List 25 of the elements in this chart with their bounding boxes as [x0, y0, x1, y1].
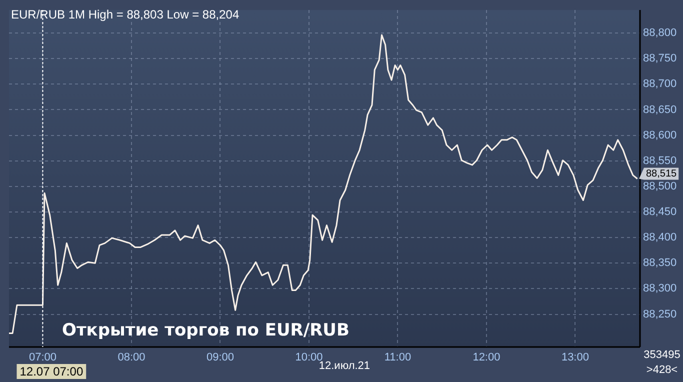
y-tick-label: 88,750 — [643, 52, 677, 65]
y-tick-label: 88,400 — [643, 232, 677, 244]
x-tick-label: 11:00 — [384, 352, 412, 364]
y-tick-label: 88,550 — [643, 154, 677, 167]
text: >428< — [646, 364, 678, 376]
y-tick-label: 88,300 — [643, 282, 677, 295]
annotation: Открытие торгов по EUR/RUB — [62, 320, 350, 340]
ref-line-label: 12.07 07:00 — [20, 364, 84, 378]
x-tick-label: 07:00 — [28, 352, 56, 364]
chart-title: EUR/RUB 1M High = 88,803 Low = 88,204 — [11, 7, 240, 22]
y-tick-label: 88,350 — [643, 257, 677, 270]
y-tick-label: 88,250 — [643, 308, 677, 320]
y-tick-label: 88,700 — [643, 78, 677, 90]
text: 353495 — [644, 349, 680, 362]
y-tick-label: 88,650 — [643, 104, 677, 116]
annotation: 88,515 — [646, 168, 678, 180]
text: 12.июл.21 — [318, 360, 370, 372]
y-tick-label: 88,600 — [643, 129, 677, 142]
y-tick-label: 88,450 — [643, 206, 677, 218]
y-tick-label: 88,500 — [643, 180, 677, 192]
x-tick-label: 09:00 — [206, 352, 234, 364]
x-tick-label: 08:00 — [118, 352, 146, 364]
x-tick-label: 12:00 — [472, 352, 500, 364]
y-tick-label: 88,800 — [643, 27, 677, 40]
x-tick-label: 13:00 — [561, 352, 589, 364]
